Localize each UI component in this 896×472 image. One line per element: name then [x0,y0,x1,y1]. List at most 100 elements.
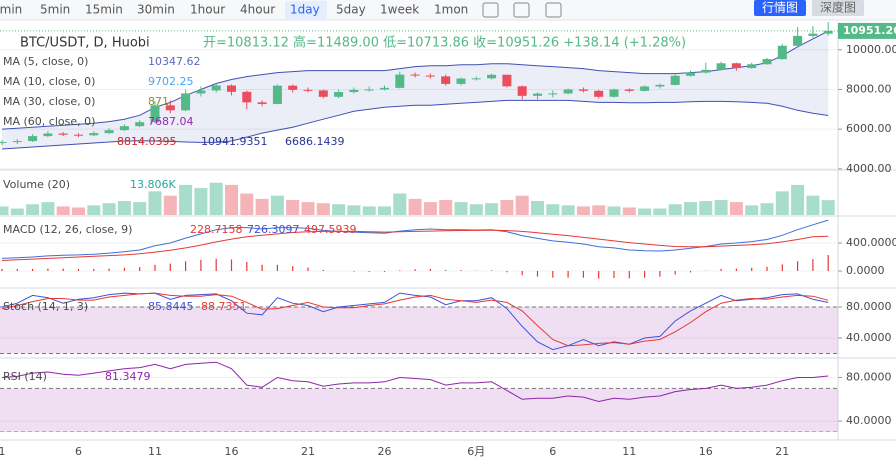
volume-bar [378,206,391,215]
oscillator-value: 81.3479 [105,370,151,383]
interval-button[interactable]: 5min [40,3,70,17]
candle-body [578,89,588,91]
candle-body [731,63,741,69]
view-button[interactable]: 行情图 [762,1,798,15]
x-tick-label: 6 [75,445,82,458]
y-tick-label: 10000.00 [846,43,896,56]
candle-body [257,102,267,104]
volume-bar [102,203,116,215]
interval-button[interactable]: 1day [290,3,320,17]
volume-bar [194,188,208,215]
y-tick-label: 8000.00 [846,82,892,95]
volume-bar [148,191,162,215]
candle-body [410,74,420,76]
x-tick-label: 21 [301,445,315,458]
volume-bar [714,199,728,215]
candle-body [594,90,604,97]
macd-line [1,219,829,259]
last-price-box [838,22,896,39]
band-fill [0,388,838,432]
macd-line [1,229,829,261]
toolbar [0,0,896,20]
candle-body [502,74,512,87]
fullscreen-icon[interactable] [545,2,562,18]
view-button-bg[interactable] [754,0,806,16]
candle-body [777,45,787,60]
ma-legend-name: MA (30, close, 0) [3,95,95,108]
volume-bar [699,201,713,215]
interval-button[interactable]: 1week [380,3,419,17]
volume-bar [500,199,514,215]
x-tick-label: 1 [0,445,6,458]
candle-body [747,64,757,69]
volume-bar [469,204,483,215]
interval-button[interactable]: 5day [336,3,366,17]
interval-button[interactable]: 1mon [434,3,468,17]
ma-legend-name: MA (60, close, 0) [3,115,95,128]
interval-button[interactable]: 1min [0,3,22,17]
candle-body [808,33,818,36]
oscillator-series [0,361,838,432]
y-tick-label: 400.0000 [846,236,896,249]
bb-legend-value: 8814.0395 [117,135,177,148]
macd-legend-value: 228.7158 [190,223,243,236]
x-tick-label: 16 [699,445,713,458]
candle-body [441,76,451,84]
interval-button[interactable]: 1hour [190,3,225,17]
view-button-bg[interactable] [812,0,864,16]
candle-body [471,78,481,80]
view-button[interactable]: 深度图 [820,0,856,15]
macd-series [1,219,829,279]
ma-legend-value: 9702.25 [148,75,194,88]
price-series [0,22,833,150]
oscillator-value: 85.8445 [148,300,194,313]
volume-value: 13.806K [130,178,176,191]
volume-bar [515,195,529,215]
interval-button[interactable]: 15min [85,3,123,17]
oscillator-value: 88.7351 [201,300,247,313]
y-tick-label: 40.0000 [846,414,892,427]
interval-button[interactable]: 30min [137,3,175,17]
candle-body [303,89,313,91]
x-tick-label: 26 [378,445,392,458]
volume-series [0,182,835,215]
candle-body [640,86,650,91]
volume-bar [133,202,147,215]
pane-title: MACD (12, 26, close, 9) [3,223,132,236]
y-tick-label: 40.0000 [846,331,892,344]
toolbar-items: 1min 5min 15min 30min 1hour 4hour 1day 5day 1wee… [0,0,864,19]
bb-legend-value: 10941.9351 [201,135,267,148]
candle-body [43,133,53,137]
volume-bar [592,205,606,215]
volume-bar [485,203,499,215]
volume-bar [362,206,376,215]
chart-type-icon[interactable] [482,2,499,18]
macd-legend-value: 497.5939 [304,223,357,236]
candle-body [364,89,374,91]
volume-bar [240,193,254,215]
candle-body [716,63,726,70]
candle-body [227,85,236,92]
candle-body [318,90,328,97]
candle-body [823,30,833,34]
volume-bar [393,193,407,215]
volume-bar [0,206,9,215]
volume-bar [10,208,24,215]
x-tick-label: 21 [775,445,789,458]
volume-bar [638,208,652,215]
volume-bar [423,202,437,215]
volume-bar [332,204,346,215]
volume-bar [72,207,85,215]
candle-body [456,78,466,84]
settings-icon[interactable] [513,2,530,18]
candle-body [670,75,680,85]
ma-legend-value: 7687.04 [148,115,194,128]
volume-bar [255,198,269,215]
volume-bar [531,201,544,215]
candle-body [0,142,7,144]
x-tick-label: 6 [549,445,556,458]
candle-body [686,72,695,76]
y-tick-label: 80.0000 [846,370,892,383]
interval-button[interactable]: 4hour [240,3,275,17]
